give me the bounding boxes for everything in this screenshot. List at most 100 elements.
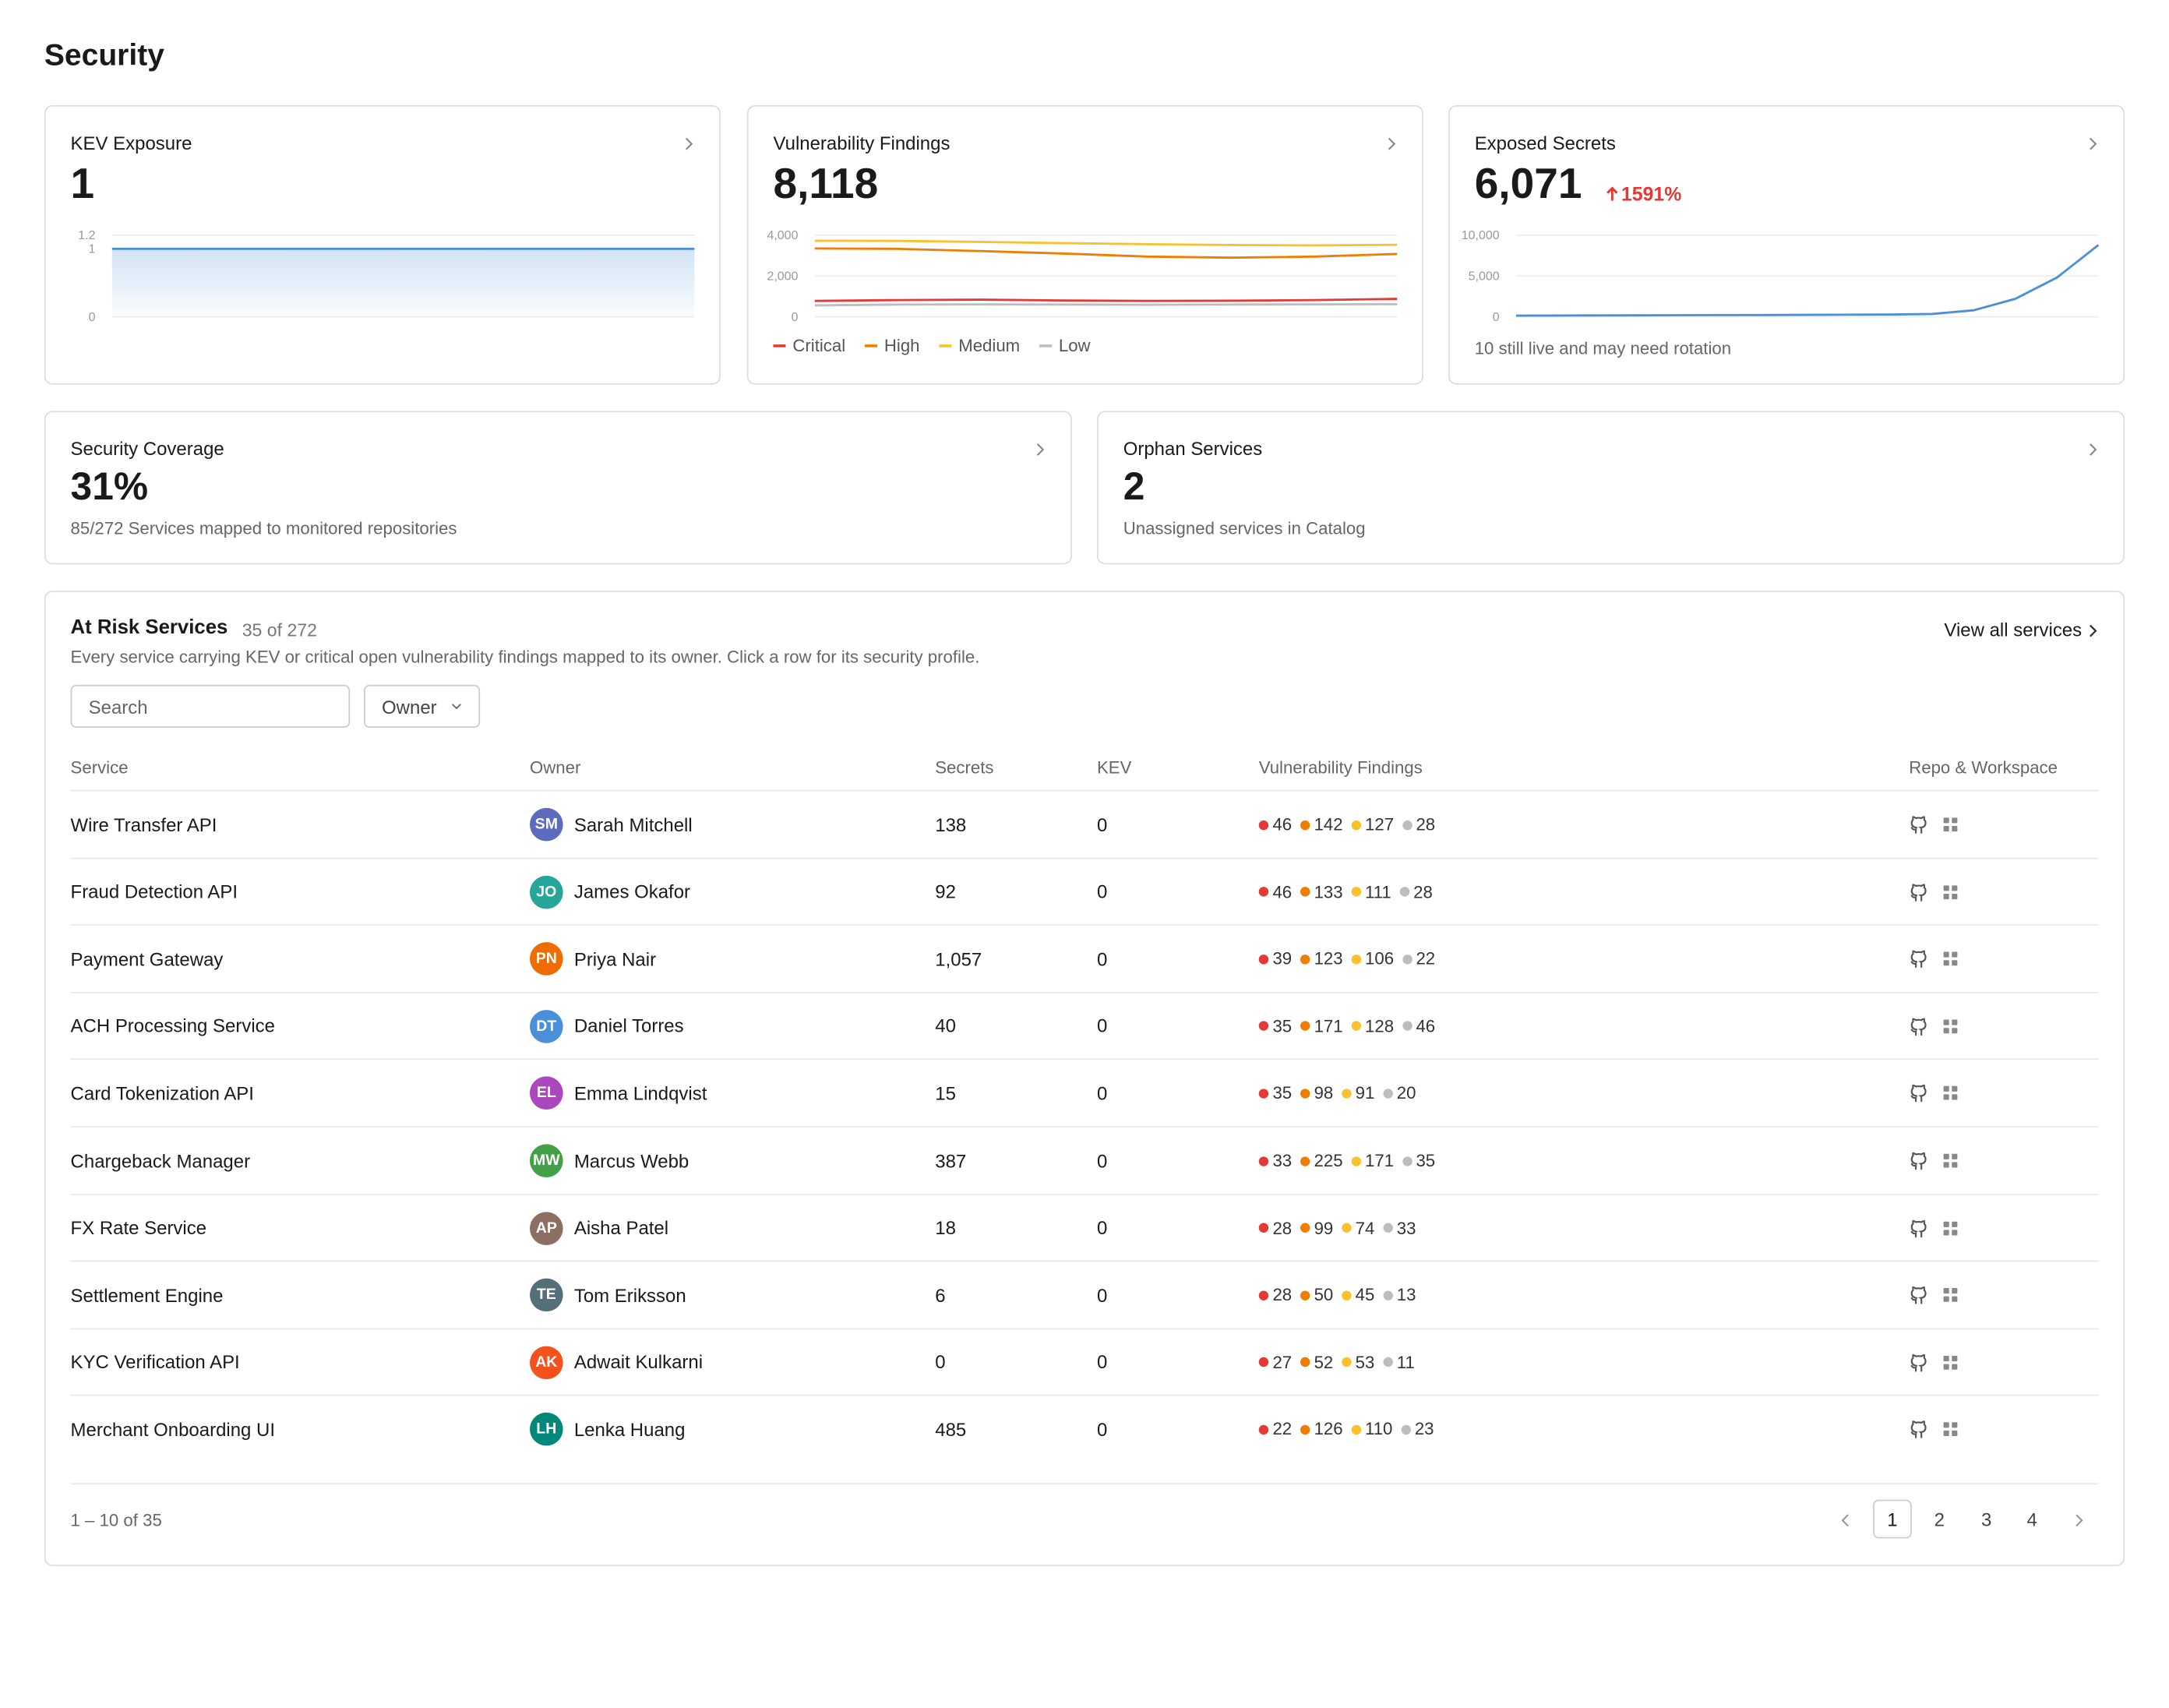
owner-cell: DT Daniel Torres xyxy=(530,993,684,1059)
legend-label: High xyxy=(884,336,920,355)
page-button[interactable]: 2 xyxy=(1934,1509,1945,1530)
workspace-icon[interactable] xyxy=(1942,1152,1959,1169)
kev-cell: 0 xyxy=(1096,881,1108,902)
table-row[interactable]: ACH Processing Service DT Daniel Torres 40 0… xyxy=(70,991,2099,1060)
workspace-square xyxy=(1952,1364,1958,1370)
prev-page[interactable] xyxy=(1839,1513,1850,1527)
workspace-icon[interactable] xyxy=(1942,1085,1959,1102)
secrets-cell: 92 xyxy=(935,881,956,902)
table-count: 35 of 272 xyxy=(242,619,317,641)
repo-icon[interactable] xyxy=(1909,1219,1928,1238)
secrets-cell: 387 xyxy=(935,1150,967,1171)
table-row[interactable]: Wire Transfer API SM Sarah Mitchell 138 0 46 1… xyxy=(70,789,2099,859)
workspace-icon[interactable] xyxy=(1942,817,1959,833)
finding-count: 35 xyxy=(1272,1016,1293,1036)
finding-count: 28 xyxy=(1272,1285,1293,1305)
owner-name: Marcus Webb xyxy=(573,1150,689,1171)
card-title: Orphan Services xyxy=(1123,438,1263,460)
workspace-square xyxy=(1952,825,1958,832)
repo-icon[interactable] xyxy=(1909,882,1928,902)
avatar: TE xyxy=(530,1278,563,1312)
workspace-icon[interactable] xyxy=(1942,1219,1959,1236)
arrow-up-icon xyxy=(1606,186,1618,201)
y-tick-label: 10,000 xyxy=(1462,229,1500,242)
repo-icon[interactable] xyxy=(1909,1286,1928,1305)
finding-count: 110 xyxy=(1365,1420,1393,1440)
column-header: Secrets xyxy=(935,757,994,778)
owner-name: Emma Lindqvist xyxy=(573,1083,707,1104)
chevron-shape xyxy=(2090,137,2097,150)
table-row[interactable]: Card Tokenization API EL Emma Lindqvist 15 0… xyxy=(70,1058,2099,1127)
column-header: Owner xyxy=(530,757,581,778)
finding-count: 111 xyxy=(1365,882,1391,902)
repo-icon[interactable] xyxy=(1909,949,1928,969)
view-all-link[interactable]: View all services xyxy=(1944,619,2083,641)
page-button[interactable]: 1 xyxy=(1873,1499,1912,1539)
next-page[interactable] xyxy=(2073,1513,2084,1527)
severity-dot xyxy=(1258,1424,1269,1435)
card-title: KEV Exposure xyxy=(70,132,192,154)
severity-dot xyxy=(1300,954,1310,964)
repo-icon[interactable] xyxy=(1909,1151,1928,1170)
table-row[interactable]: Fraud Detection API JO James Okafor 92 0 46 13… xyxy=(70,857,2099,926)
finding-count: 27 xyxy=(1272,1353,1293,1372)
table-row[interactable]: FX Rate Service AP Aisha Patel 18 0 28 99 74 33 xyxy=(70,1193,2099,1262)
workspace-icon[interactable] xyxy=(1942,951,1959,967)
repo-icon[interactable] xyxy=(1909,1017,1928,1036)
kev-cell: 0 xyxy=(1096,1150,1108,1171)
workspace-square xyxy=(1952,951,1958,958)
severity-dot xyxy=(1351,819,1361,830)
dropdown-icon xyxy=(451,704,461,710)
secrets-cell: 40 xyxy=(935,1015,956,1037)
workspace-icon[interactable] xyxy=(1942,1018,1959,1034)
repo-icon[interactable] xyxy=(1909,1084,1928,1103)
repo-cell xyxy=(1909,1396,1959,1463)
metric-card[interactable]: Exposed Secrets 6,071 1591% 10 still live a… xyxy=(1448,104,2125,385)
workspace-icon[interactable] xyxy=(1942,1421,1959,1438)
finding-count: 98 xyxy=(1314,1083,1334,1103)
table-row[interactable]: Chargeback Manager MW Marcus Webb 387 0 33 225… xyxy=(70,1126,2099,1195)
severity-dot xyxy=(1351,1156,1361,1166)
finding-count: 123 xyxy=(1314,949,1343,969)
workspace-square xyxy=(1943,1355,1949,1361)
repo-cell xyxy=(1909,993,1959,1059)
metric-card[interactable]: Security Coverage 31% 85/272 Services mapp… xyxy=(44,411,1073,565)
metric-card[interactable]: Vulnerability Findings 8,118 0 2,000 4,000 Cr… xyxy=(746,104,1423,385)
table-row[interactable]: Settlement Engine TE Tom Eriksson 6 0 28 50 45 1… xyxy=(70,1260,2099,1329)
change-badge: 1591% xyxy=(1606,182,1681,205)
workspace-icon[interactable] xyxy=(1942,1287,1959,1304)
severity-dot xyxy=(1399,887,1409,897)
finding-count: 20 xyxy=(1396,1083,1416,1103)
workspace-square xyxy=(1952,1288,1958,1294)
workspace-square xyxy=(1943,1288,1949,1294)
metric-card[interactable]: Orphan Services 2 Unassigned services in C… xyxy=(1096,411,2125,565)
severity-dot xyxy=(1300,1357,1310,1367)
page-button[interactable]: 4 xyxy=(2026,1509,2037,1530)
owner-filter[interactable]: Owner xyxy=(363,684,481,728)
finding-count: 39 xyxy=(1272,949,1293,969)
page-button[interactable]: 3 xyxy=(1980,1509,1992,1530)
table-header: Service Owner Secrets KEV Vulnerability Find… xyxy=(71,758,2099,792)
repo-icon[interactable] xyxy=(1909,1353,1928,1372)
table-row[interactable]: Merchant Onboarding UI LH Lenka Huang 485 0 2… xyxy=(70,1395,2099,1463)
workspace-square xyxy=(1952,960,1958,966)
secrets-cell: 485 xyxy=(935,1419,967,1441)
table-row[interactable]: Payment Gateway PN Priya Nair 1,057 0 39 123 10… xyxy=(70,924,2099,993)
repo-icon[interactable] xyxy=(1909,1420,1928,1439)
service-cell: Card Tokenization API xyxy=(70,1083,254,1104)
repo-icon[interactable] xyxy=(1909,815,1928,835)
workspace-icon[interactable] xyxy=(1942,884,1959,900)
severity-dot xyxy=(1300,1290,1310,1300)
workspace-icon[interactable] xyxy=(1942,1354,1959,1371)
card-value: 8,118 xyxy=(773,159,879,208)
metric-card[interactable]: KEV Exposure 1 0 1 1.2 xyxy=(44,104,721,385)
findings-cell: 33 225 171 35 xyxy=(1258,1127,1444,1194)
severity-dot xyxy=(1258,1357,1269,1367)
table-row[interactable]: KYC Verification API AK Adwait Kulkarni 0 0 2… xyxy=(70,1328,2099,1396)
severity-dot xyxy=(1402,819,1412,830)
search-input[interactable]: Search xyxy=(70,684,351,728)
y-tick-label: 1.2 xyxy=(78,229,95,242)
severity-dot xyxy=(1383,1357,1393,1367)
repo-shape xyxy=(1910,1420,1927,1439)
